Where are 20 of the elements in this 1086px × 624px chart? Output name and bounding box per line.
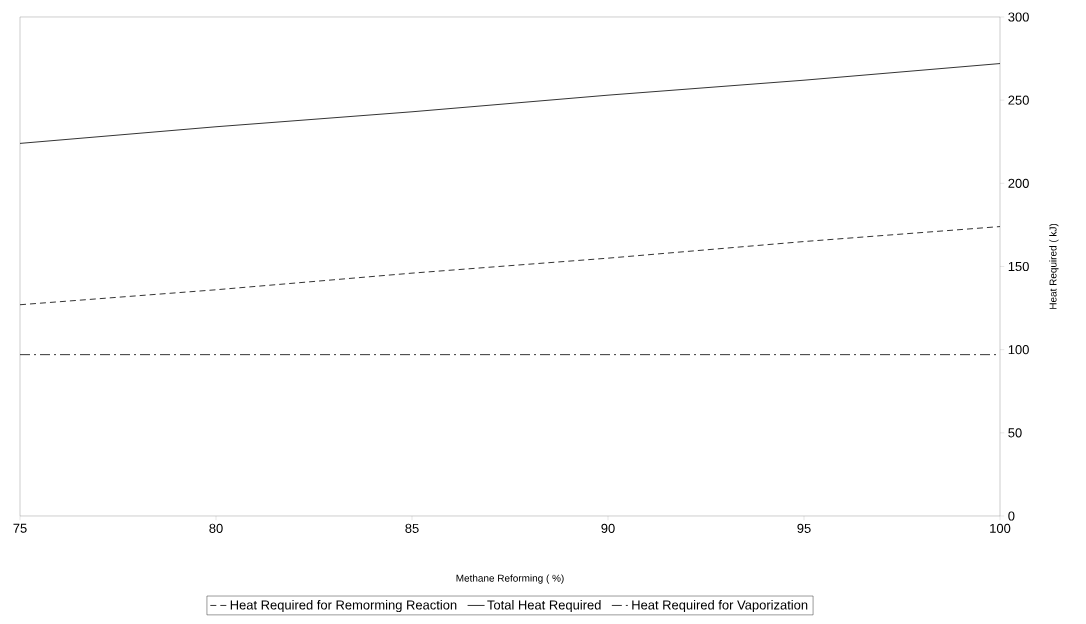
y-tick-label: 50 <box>1008 428 1022 438</box>
x-tick-label: 95 <box>797 523 811 533</box>
y-tick-label: 200 <box>1008 178 1029 188</box>
legend-label: Heat Required for Vaporization <box>632 600 808 613</box>
y-tick-label: 100 <box>1008 345 1029 355</box>
legend-label: Heat Required for Remorming Reaction <box>230 600 457 613</box>
x-axis-title: Methane Reforming ( %) <box>456 574 564 584</box>
x-tick-label: 100 <box>990 523 1011 533</box>
x-tick-label: 75 <box>13 523 27 533</box>
x-tick-label: 85 <box>405 523 419 533</box>
y-tick-label: 300 <box>1008 12 1029 22</box>
line-series <box>20 63 1001 144</box>
legend-label: Total Heat Required <box>487 600 601 613</box>
y-tick-label: 250 <box>1008 95 1029 105</box>
x-tick-label: 80 <box>209 523 223 533</box>
y-axis-title: Heat Required ( kJ) <box>1049 223 1059 309</box>
line-series <box>20 226 1001 306</box>
x-tick-label: 90 <box>601 523 615 533</box>
y-tick-label: 150 <box>1008 261 1029 272</box>
y-tick-label: 0 <box>1008 511 1015 521</box>
